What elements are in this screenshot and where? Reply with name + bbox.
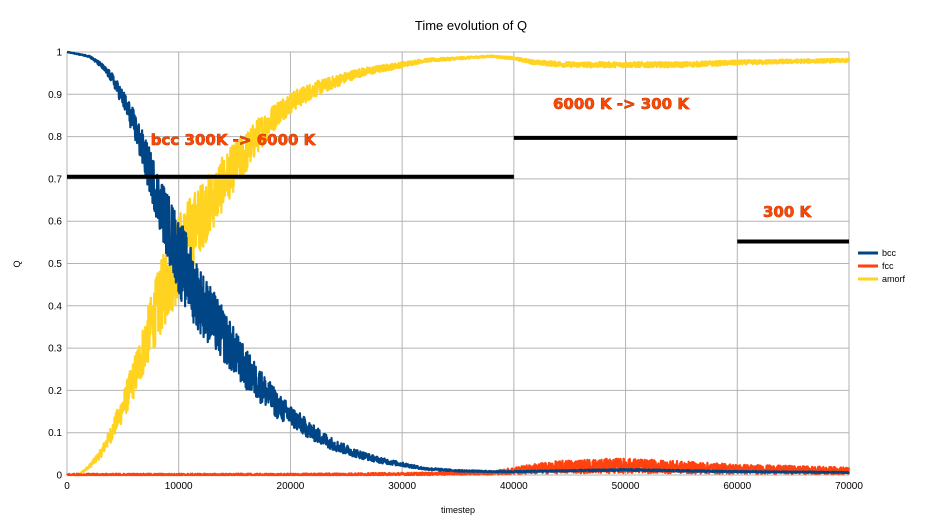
series-line-fcc — [66, 457, 851, 477]
y-tick-label: 0.5 — [48, 259, 62, 270]
y-tick-labels: 0 0.1 0.2 0.3 0.4 0.5 0.6 0.7 0.8 0.9 1 — [48, 48, 62, 482]
x-tick-labels: 0 10000 20000 30000 40000 50000 60000 70000 — [64, 481, 863, 492]
y-tick-label: 0.4 — [48, 301, 62, 312]
x-tick-label: 40000 — [500, 481, 528, 492]
annotation-label: 300 K — [763, 203, 813, 221]
annotation-layer: bcc 300K -> 6000 K 6000 K -> 300 K 300 K — [67, 95, 849, 244]
y-tick-label: 0.1 — [48, 428, 62, 439]
series-layer — [66, 50, 851, 477]
series-line-amorf — [66, 54, 851, 477]
annotation-label: bcc 300K -> 6000 K — [151, 131, 317, 149]
y-axis-label: Q — [12, 260, 22, 267]
legend-label-fcc: fcc — [882, 261, 894, 271]
y-tick-label: 0.9 — [48, 90, 62, 101]
y-tick-label: 0 — [56, 471, 62, 482]
x-tick-label: 60000 — [723, 481, 751, 492]
y-tick-label: 0.3 — [48, 344, 62, 355]
x-tick-label: 20000 — [277, 481, 305, 492]
y-tick-label: 0.7 — [48, 174, 62, 185]
x-tick-label: 0 — [64, 481, 70, 492]
x-tick-label: 10000 — [165, 481, 193, 492]
legend-label-amorf: amorf — [882, 274, 906, 284]
x-tick-label: 30000 — [388, 481, 416, 492]
y-tick-label: 0.8 — [48, 132, 62, 143]
annotation-label: 6000 K -> 300 K — [553, 95, 690, 113]
y-tick-label: 0.6 — [48, 217, 62, 228]
legend-label-bcc: bcc — [882, 248, 897, 258]
x-tick-label: 70000 — [835, 481, 863, 492]
legend: bcc fcc amorf — [858, 248, 906, 284]
series-line-bcc — [66, 50, 850, 474]
x-axis-label: timestep — [441, 505, 475, 515]
x-tick-label: 50000 — [612, 481, 640, 492]
chart-title: Time evolution of Q — [415, 18, 527, 33]
y-tick-label: 1 — [56, 48, 62, 59]
y-tick-label: 0.2 — [48, 386, 62, 397]
